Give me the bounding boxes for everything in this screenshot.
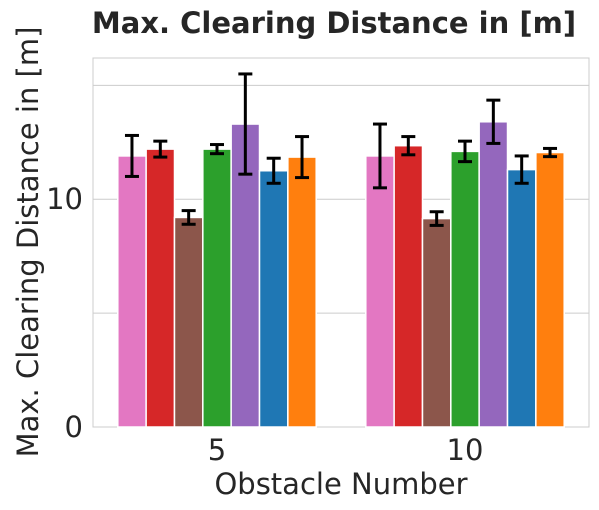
bar <box>258 170 289 428</box>
x-axis-label: Obstacle Number <box>214 467 467 501</box>
bar <box>145 148 176 428</box>
bar <box>117 155 147 428</box>
bar <box>230 123 261 428</box>
bar <box>421 217 452 428</box>
x-tick-label: 10 <box>447 433 484 467</box>
bar <box>450 150 480 428</box>
chart-title: Max. Clearing Distance in [m] <box>92 6 576 40</box>
bar <box>393 144 424 428</box>
y-tick-labels: 0 10 <box>46 182 83 444</box>
y-tick-label: 0 <box>65 410 83 444</box>
bars <box>117 121 565 428</box>
bar <box>506 168 537 428</box>
bar <box>173 216 204 428</box>
x-tick-label: 5 <box>208 433 226 467</box>
bar <box>365 155 395 428</box>
bar <box>287 156 317 428</box>
y-tick-label: 10 <box>46 182 83 216</box>
y-axis-label: Max. Clearing Distance in [m] <box>11 27 45 458</box>
x-tick-labels: 5 10 <box>208 433 484 467</box>
bar <box>478 121 509 428</box>
error-bars <box>124 72 558 227</box>
bar <box>202 148 232 428</box>
bar <box>535 151 565 428</box>
